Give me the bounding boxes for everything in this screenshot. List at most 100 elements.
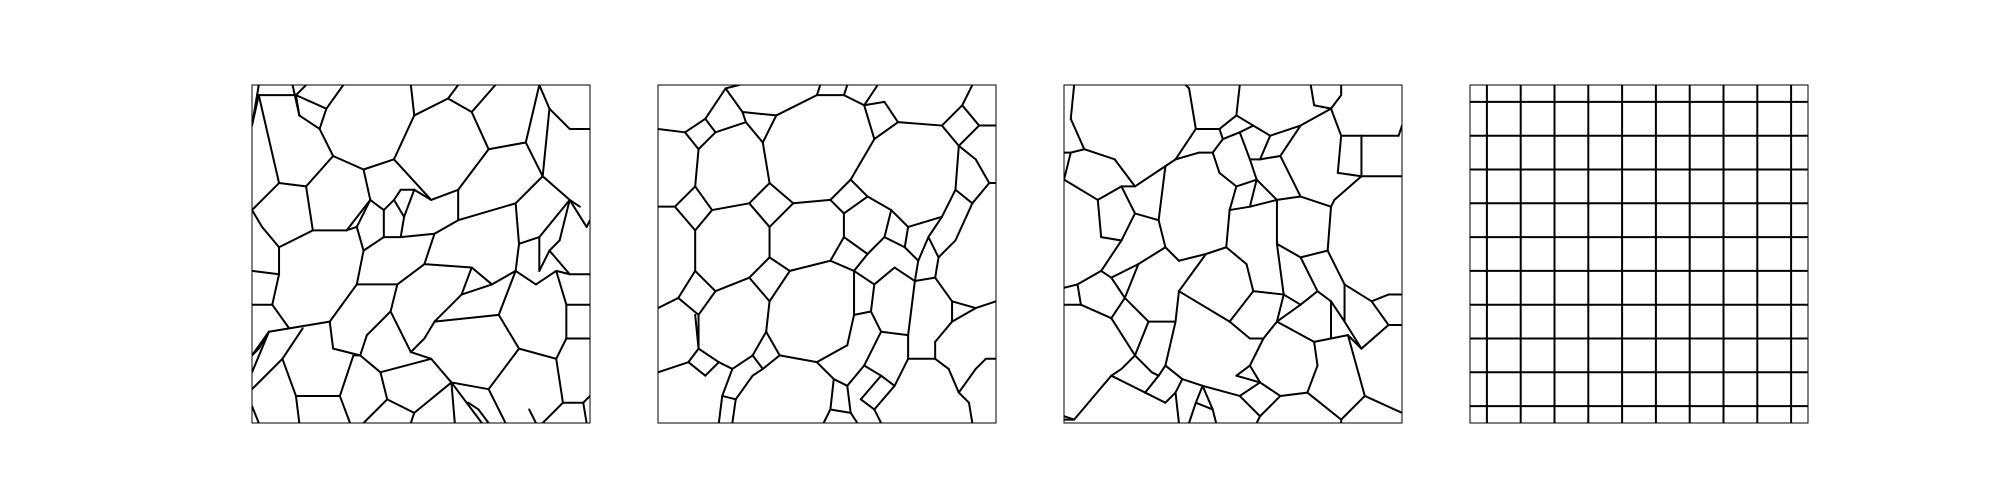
cell-edge [338,394,352,423]
cell-edge [1313,337,1333,343]
cell-edge [1255,415,1262,423]
cell-edge [389,310,412,354]
cell-edge [697,131,717,151]
cell-edge [829,178,852,201]
cell-edge [470,266,493,286]
cell-edge [1259,381,1282,397]
cell-edge [460,266,473,296]
cell-edge [1164,364,1184,381]
cell-edge [893,266,916,283]
cell-edge [863,364,883,377]
cell-edge [684,117,707,134]
cell-edge [744,121,764,144]
cell-edge [288,320,331,330]
cell-edge [687,361,707,377]
cell-edge [1211,138,1224,154]
cell-edge [1221,131,1241,141]
cell-edge [883,100,899,124]
cell-edge [1248,198,1278,208]
cell-edge [305,185,314,232]
cell-edge [1255,178,1278,201]
cell-edge [717,394,724,423]
cell-edge [1157,165,1167,222]
cell-edge [748,202,771,228]
cell-edge [957,367,977,394]
cell-edge [278,182,308,188]
cell-edge [318,127,335,157]
panel-voronoi-3 [1063,84,1403,424]
cell-edge [413,381,453,414]
cell-edge [748,276,771,303]
cell-edge [318,107,328,130]
cell-edge [470,85,497,114]
cell-edge [1252,124,1272,137]
cell-edge [555,269,568,306]
cell-edge [1133,212,1160,222]
cell-edge [1110,317,1136,357]
cell-edge [1164,391,1177,404]
cell-edge [873,266,896,286]
cell-edge [1336,171,1363,178]
cell-edge [524,85,541,144]
cell-edge [1100,269,1113,279]
cell-edge [1228,290,1255,323]
cell-edge [1157,364,1167,377]
panel-voronoi-1 [251,84,591,424]
cell-edge [1110,296,1126,320]
cell-edge [694,209,714,232]
cell-edge [1279,391,1309,397]
cell-edge [788,259,832,272]
cell-edge [328,320,335,350]
cell-edge [386,398,416,414]
cell-edge [1137,246,1167,266]
panel-frame [1063,84,1403,424]
cell-edge [765,300,771,333]
cell-edge [514,175,544,205]
cell-edge [518,347,558,360]
cell-edge [1218,127,1224,141]
cell-edge [734,374,754,401]
cell-edge [548,249,571,276]
cell-edge [392,198,406,218]
cell-edge [873,121,899,141]
cell-edge [1238,394,1262,418]
cell-edge [1184,85,1191,90]
cell-edge [460,283,493,296]
cell-edge [913,259,920,283]
cell-edge [281,357,297,397]
cell-edge [731,398,737,423]
cell-edge [859,398,876,411]
cell-edge [345,198,372,232]
cell-edge [694,185,714,212]
cell-edge [1275,293,1285,323]
cell-edge [1174,151,1201,161]
cell-edge [1164,158,1177,168]
cell-edge [1174,290,1180,323]
cell-edge [1346,334,1363,350]
cell-edge [1144,391,1167,404]
cell-edge [792,198,832,205]
cell-edge [842,236,869,255]
cell-edge [1174,391,1180,423]
cell-edge [957,124,981,147]
cell-edge [518,236,541,245]
cell-edge [534,269,558,286]
cell-edge [1299,107,1333,127]
cell-edge [345,225,358,232]
cell-edge [954,188,974,205]
cell-edge [917,236,930,262]
cell-edge [585,219,590,228]
panel-frame [657,84,997,424]
cell-edge [1110,276,1126,299]
cell-edge [903,225,910,249]
cell-edge [1397,124,1402,137]
cell-edge [1110,367,1123,377]
cell-edge [1275,242,1302,259]
cell-edge [869,310,883,333]
cell-edge [880,374,896,387]
cell-edge [1113,158,1136,188]
cell-edge [362,168,372,201]
cell-edge [548,239,561,252]
cell-edge [951,307,977,323]
cell-edge [1299,256,1319,293]
